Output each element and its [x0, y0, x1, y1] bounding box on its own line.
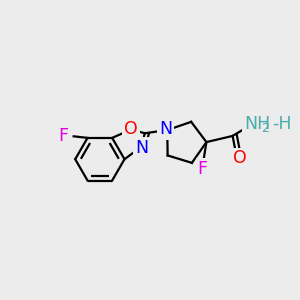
Text: F: F	[198, 160, 208, 178]
Text: O: O	[233, 149, 246, 167]
Text: N: N	[135, 139, 148, 157]
Text: 2: 2	[261, 122, 269, 135]
Text: NH: NH	[244, 115, 270, 133]
Text: O: O	[124, 120, 138, 138]
Text: N: N	[159, 120, 172, 138]
Text: -H: -H	[272, 115, 291, 133]
Text: F: F	[58, 127, 68, 145]
